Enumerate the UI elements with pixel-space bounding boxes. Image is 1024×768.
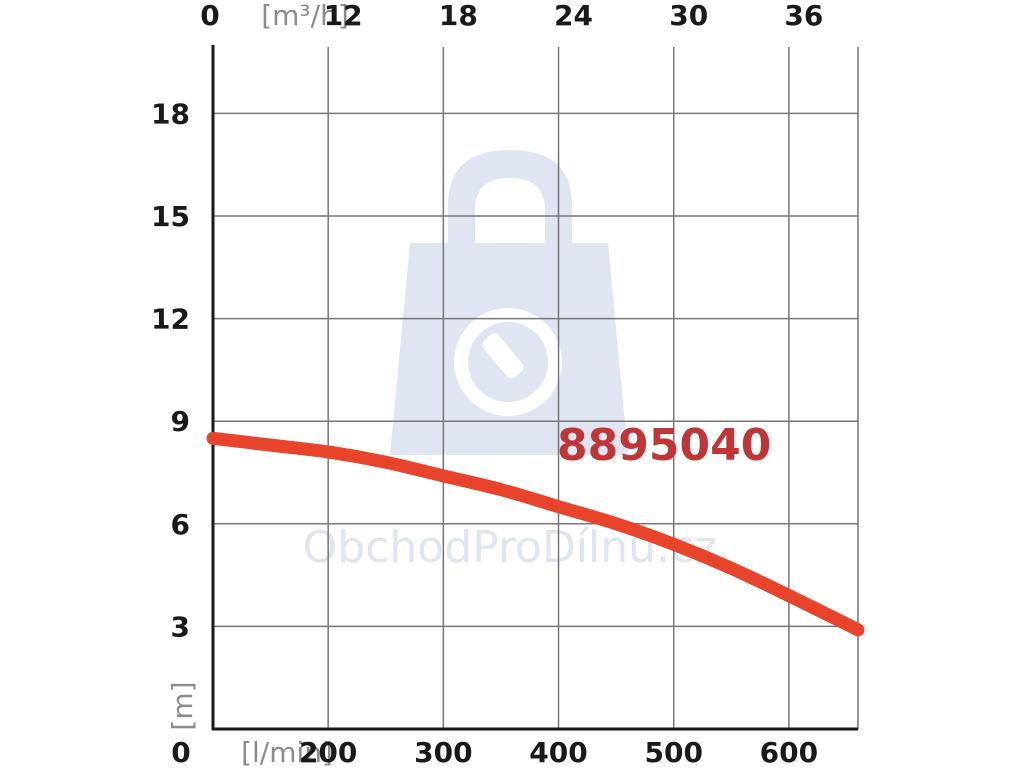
x-bottom-zero-label: 0 [171,736,190,768]
x-top-zero-label: 0 [200,0,219,32]
y-tick-label: 9 [171,405,190,438]
series-curve [206,431,865,637]
watermark-text: ObchodProDílnu.cz [303,522,718,573]
y-tick-label: 15 [151,200,190,233]
x-top-tick-label: 24 [554,0,593,32]
x-bottom-tick-label: 200 [299,736,357,768]
x-bottom-tick-label: 300 [414,736,472,768]
y-unit-label: [m] [166,681,199,730]
watermark: ObchodProDílnu.cz [303,150,718,573]
x-top-tick-label: 36 [784,0,823,32]
x-top-tick-label: 30 [669,0,708,32]
shopping-bag-watermark-icon [390,150,628,455]
x-bottom-tick-label: 500 [644,736,702,768]
x-top-unit-label: [m³/h] [261,0,349,32]
model-label: 8895040 [557,420,771,471]
y-tick-label: 3 [171,610,190,643]
x-top-tick-label: 12 [324,0,363,32]
y-tick-label: 12 [151,303,190,336]
x-bottom-tick-label: 600 [760,736,818,768]
axes [211,45,858,731]
x-bottom-tick-label: 400 [529,736,587,768]
y-tick-label: 6 [171,508,190,541]
grid [213,47,859,729]
y-tick-label: 18 [151,97,190,130]
x-bottom-unit-label: [l/min] [241,736,333,768]
x-top-tick-label: 18 [439,0,478,32]
